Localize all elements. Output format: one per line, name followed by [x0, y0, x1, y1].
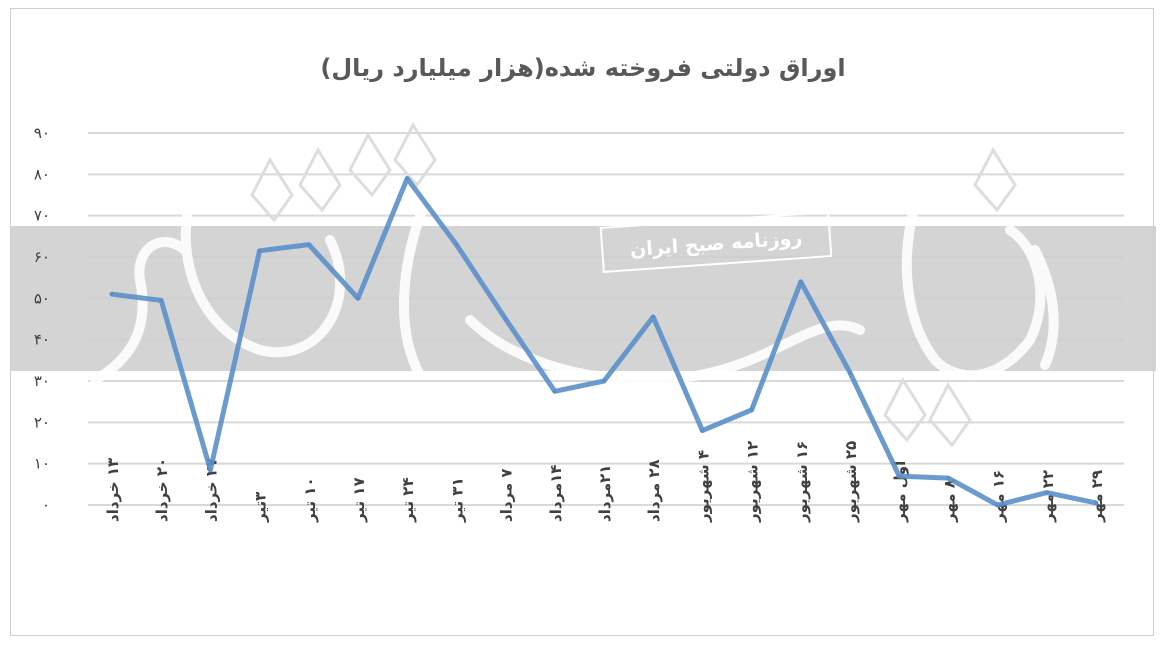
data-point — [749, 407, 754, 412]
y-tick-label: ۲۰ — [34, 413, 50, 431]
data-point — [1044, 490, 1049, 495]
x-tick-label: ۲۰ خرداد — [153, 458, 171, 522]
y-tick-label: ۸۰ — [34, 165, 50, 183]
watermark-dots — [250, 121, 1017, 448]
x-tick-label: ۲۲ مهر — [1039, 470, 1057, 523]
data-point — [159, 298, 164, 303]
x-tick-label: ۲۸ مرداد — [645, 459, 663, 522]
y-tick-label: ۴۰ — [34, 331, 50, 349]
y-tick-label: ۶۰ — [34, 248, 50, 266]
y-tick-label: ۳۰ — [34, 372, 50, 390]
data-point — [1094, 500, 1098, 505]
data-point — [552, 389, 557, 394]
x-tick-label: ۲۷ خرداد — [202, 458, 220, 522]
x-axis-ticks: ۱۳ خرداد ۲۰ خرداد ۲۷ خرداد ۳تیر ۱۰ تیر ۱۷ تیر… — [104, 441, 1106, 523]
x-tick-label: ۲۱مرداد — [596, 465, 614, 522]
x-tick-label: ۴ شهریور — [694, 450, 712, 523]
data-point — [897, 474, 902, 479]
x-tick-label: ۲۴ تیر — [399, 477, 417, 523]
data-point — [208, 467, 213, 472]
x-tick-label: ۱۶ شهریور — [793, 441, 811, 523]
data-point — [995, 503, 1000, 507]
data-point — [798, 279, 803, 284]
data-point — [700, 428, 705, 433]
x-tick-label: ۱۰ تیر — [301, 477, 319, 523]
y-tick-label: ۰ — [42, 496, 50, 514]
data-point — [503, 317, 508, 321]
data-point — [651, 314, 656, 319]
x-tick-label: ۱۴مرداد — [547, 465, 565, 522]
series-lines — [109, 175, 1099, 508]
data-point — [454, 242, 459, 247]
chart-title: اوراق دولتی فروخته شده(هزار میلیارد ریال… — [320, 54, 845, 82]
x-tick-label: ۳۱ تیر — [448, 477, 466, 523]
y-axis-ticks: ۰ ۱۰ ۲۰ ۳۰ ۴۰ ۵۰ ۶۰ ۷۰ ۸۰ ۹۰ — [34, 124, 50, 514]
y-tick-label: ۹۰ — [34, 124, 50, 142]
x-tick-label: ۷ مرداد — [498, 468, 516, 522]
x-tick-label: ۱۶ مهر — [990, 470, 1008, 523]
data-point — [257, 248, 262, 253]
data-point — [946, 476, 951, 481]
y-tick-label: ۵۰ — [34, 289, 50, 307]
data-point — [405, 176, 410, 181]
watermark-calligraphy — [90, 185, 1059, 385]
x-tick-label: ۳تیر — [252, 492, 270, 523]
data-point — [306, 242, 311, 247]
data-point — [848, 370, 852, 375]
data-point — [602, 379, 606, 383]
y-tick-label: ۷۰ — [34, 207, 50, 225]
x-tick-label: ۱۲ شهریور — [744, 441, 762, 523]
y-tick-label: ۱۰ — [34, 455, 50, 473]
x-tick-label: ۸ مهر — [940, 479, 958, 523]
x-tick-label: ۱۳ خرداد — [104, 458, 122, 522]
data-point — [356, 296, 360, 301]
x-tick-label: ۲۹ مهر — [1088, 470, 1106, 523]
x-tick-label: ۲۵ شهریور — [842, 441, 860, 523]
x-tick-label: ۱۷ تیر — [350, 477, 368, 523]
data-point — [110, 292, 114, 297]
